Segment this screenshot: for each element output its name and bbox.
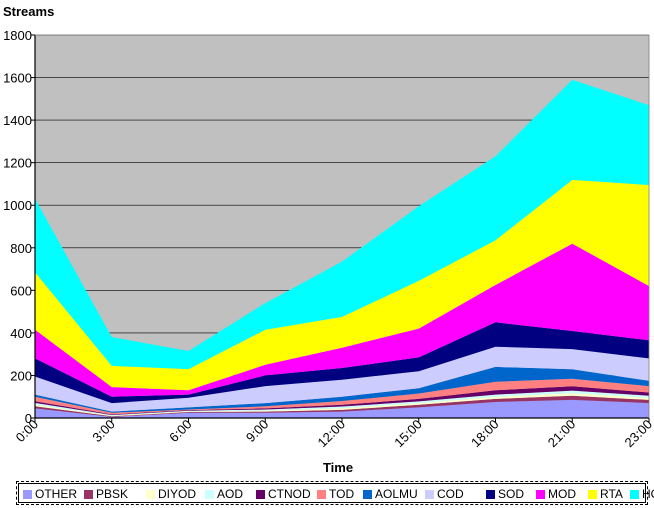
x-axis-title: Time [323,460,353,475]
x-tick-label: 0:00 [13,417,42,446]
legend-swatch [256,489,265,499]
legend-label: CTNOD [268,487,311,501]
y-tick-label: 1800 [3,28,32,43]
area-ctnod [35,386,649,415]
legend-item-aod: AOD [205,487,243,501]
y-tick-label: 1400 [3,113,32,128]
legend-item-aolmu: AOLMU [363,487,418,501]
area-diyod [35,393,649,417]
legend-swatch [588,489,597,499]
legend-swatch [317,489,326,499]
x-tick-label: 15:00 [391,417,425,451]
y-tick-label: 800 [10,241,32,256]
legend-label: AOD [217,487,244,501]
legend-label: HOD [642,487,654,501]
area-pbsk [35,395,649,417]
area-rta [35,179,649,391]
x-tick-labels: 0:00 3:00 6:00 9:00 12:00 15:00 18:00 21:00 23:0… [13,417,654,451]
legend: OTHER PBSK DIYOD AOD CTNOD TOD AOLMU COD SOD MOD R… [16,481,654,505]
legend-swatch [146,489,155,499]
legend-swatch [205,489,214,499]
legend-item-sod: SOD [486,487,524,501]
legend-swatch [363,489,372,499]
series-areas [35,79,649,418]
y-tick-label: 0 [25,411,32,426]
legend-item-hod: HOD [630,487,654,501]
legend-swatch [425,489,434,499]
legend-label: OTHER [35,487,77,501]
legend-item-other: OTHER [23,487,77,501]
legend-swatch [536,489,545,499]
legend-label: PBSK [96,487,129,501]
legend-label: RTA [600,487,623,501]
x-tick-label: 6:00 [166,417,195,446]
legend-label: AOLMU [375,487,418,501]
area-cod [35,346,649,412]
legend-label: DIYOD [158,487,197,501]
x-tick-label: 18:00 [468,417,502,451]
legend-label: COD [437,487,464,501]
y-tick-label: 1200 [3,156,32,171]
area-tod [35,378,649,415]
legend-label: TOD [329,487,355,501]
area-other [35,399,649,418]
y-tick-label: 400 [10,326,32,341]
area-hod [35,79,649,370]
legend-item-ctnod: CTNOD [256,487,311,501]
area-mod [35,243,649,397]
y-axis-title: Streams [3,4,54,19]
area-aolmu [35,366,649,413]
x-tick-label: 21:00 [545,417,579,451]
legend-item-mod: MOD [536,487,576,501]
legend-item-diyod: DIYOD [146,487,196,501]
legend-item-tod: TOD [317,487,354,501]
stacked-area-chart: Streams 0 200 400 600 800 1000 1200 1400 1600 180… [3,4,654,475]
y-tick-label: 1000 [3,198,32,213]
legend-swatch [84,489,93,499]
legend-item-cod: COD [425,487,464,501]
y-tick-labels: 0 200 400 600 800 1000 1200 1400 1600 1800 [3,28,35,426]
legend-item-rta: RTA [588,487,623,501]
legend-swatch [486,489,495,499]
legend-swatch [630,489,639,499]
x-tick-label: 3:00 [89,417,118,446]
legend-swatch [23,489,32,499]
area-aod [35,390,649,416]
area-sod [35,322,649,404]
legend-label: SOD [498,487,525,501]
x-tick-label: 12:00 [315,417,349,451]
legend-label: MOD [548,487,576,501]
legend-item-pbsk: PBSK [84,487,128,501]
x-tick-label: 9:00 [243,417,272,446]
y-tick-label: 1600 [3,71,32,86]
y-tick-label: 200 [10,368,32,383]
x-tick-label: 23:00 [622,417,654,451]
y-tick-label: 600 [10,283,32,298]
